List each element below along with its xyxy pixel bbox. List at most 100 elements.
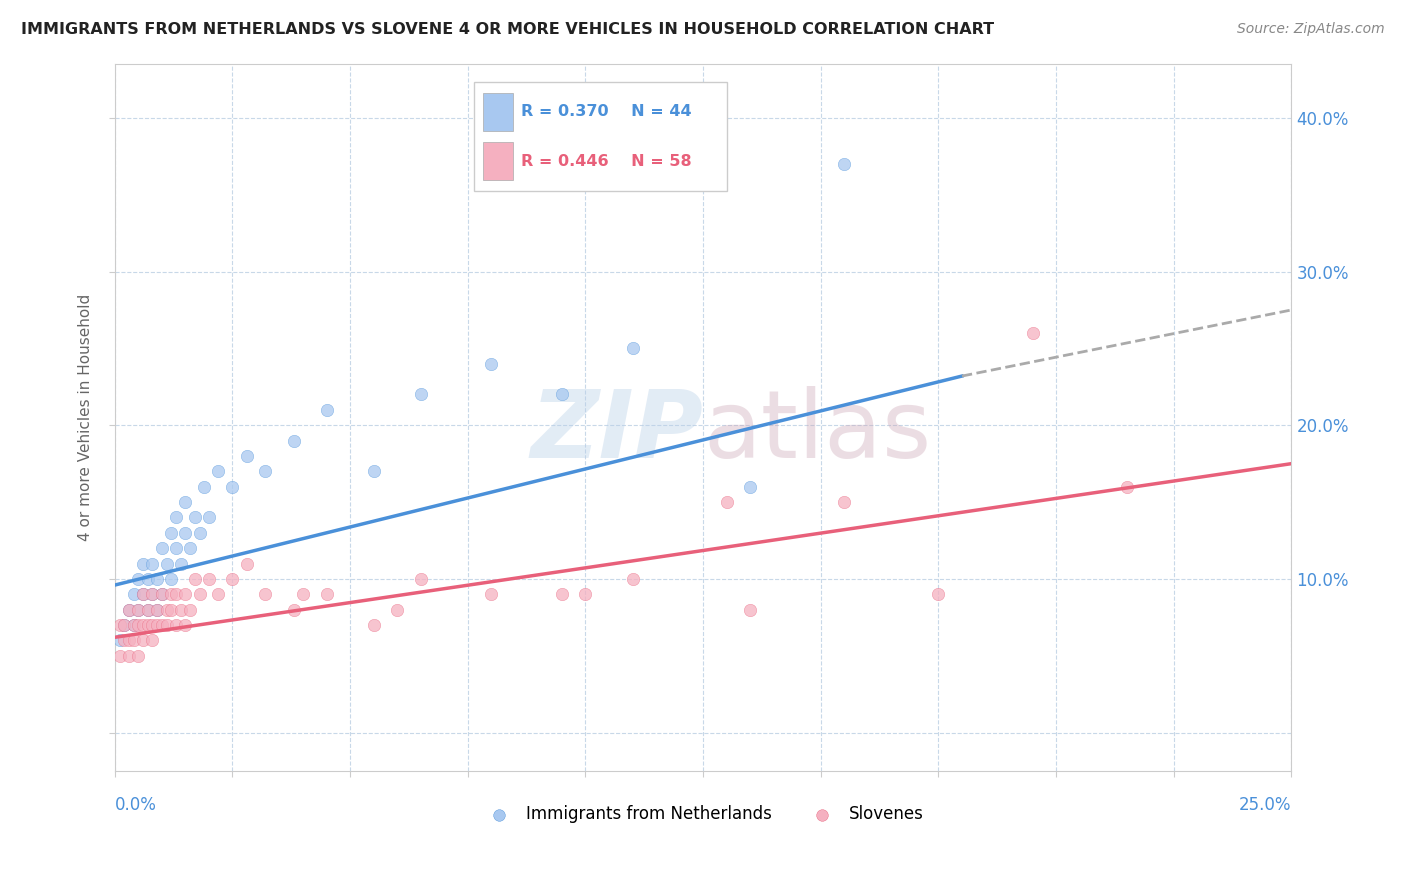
Point <box>150 541 173 556</box>
Point <box>174 587 197 601</box>
Point <box>146 618 169 632</box>
Point <box>174 495 197 509</box>
Text: R = 0.446    N = 58: R = 0.446 N = 58 <box>520 153 692 169</box>
Text: Source: ZipAtlas.com: Source: ZipAtlas.com <box>1237 22 1385 37</box>
Point <box>221 572 243 586</box>
Text: IMMIGRANTS FROM NETHERLANDS VS SLOVENE 4 OR MORE VEHICLES IN HOUSEHOLD CORRELATI: IMMIGRANTS FROM NETHERLANDS VS SLOVENE 4… <box>21 22 994 37</box>
Point <box>122 618 145 632</box>
Point <box>283 434 305 448</box>
Point <box>108 633 131 648</box>
Point <box>108 618 131 632</box>
Point <box>363 618 385 632</box>
Point <box>146 602 169 616</box>
Point <box>235 557 257 571</box>
Point <box>188 587 211 601</box>
Point <box>112 618 135 632</box>
Point <box>235 449 257 463</box>
Point <box>155 618 177 632</box>
Point <box>127 572 149 586</box>
Point <box>221 480 243 494</box>
Point <box>141 587 163 601</box>
Text: ZIP: ZIP <box>530 385 703 478</box>
Point <box>108 648 131 663</box>
Point <box>254 464 277 478</box>
Point <box>184 572 207 586</box>
Point <box>122 618 145 632</box>
Point <box>315 402 337 417</box>
Text: R = 0.370    N = 44: R = 0.370 N = 44 <box>520 104 692 120</box>
Point <box>165 618 187 632</box>
Text: 0.0%: 0.0% <box>115 796 156 814</box>
Point <box>198 510 221 524</box>
Point <box>150 618 173 632</box>
Point <box>551 387 574 401</box>
Point <box>740 602 762 616</box>
Point <box>174 618 197 632</box>
Legend: Immigrants from Netherlands, Slovenes: Immigrants from Netherlands, Slovenes <box>477 798 931 830</box>
Point <box>160 525 183 540</box>
Point <box>621 342 644 356</box>
Point <box>132 587 155 601</box>
Point <box>409 387 432 401</box>
Point <box>146 602 169 616</box>
Point <box>927 587 949 601</box>
Point <box>136 572 159 586</box>
Point <box>136 602 159 616</box>
Point <box>141 633 163 648</box>
Point <box>283 602 305 616</box>
Point <box>621 572 644 586</box>
Point <box>1115 480 1137 494</box>
Point <box>174 525 197 540</box>
Point <box>179 602 201 616</box>
Point <box>160 572 183 586</box>
Point <box>363 464 385 478</box>
Point <box>118 602 141 616</box>
Point <box>292 587 315 601</box>
Point <box>146 572 169 586</box>
Point <box>193 480 215 494</box>
Point <box>834 157 856 171</box>
Point <box>150 587 173 601</box>
Point <box>716 495 738 509</box>
Point <box>127 648 149 663</box>
Point <box>165 587 187 601</box>
Point <box>127 602 149 616</box>
Point <box>112 618 135 632</box>
Point <box>132 587 155 601</box>
Point <box>1021 326 1043 340</box>
Point <box>165 541 187 556</box>
Bar <box>484 142 513 180</box>
Point <box>254 587 277 601</box>
Point <box>122 587 145 601</box>
Point <box>136 602 159 616</box>
Point <box>479 587 502 601</box>
Point <box>170 557 193 571</box>
Point <box>127 618 149 632</box>
Point <box>141 618 163 632</box>
Point <box>834 495 856 509</box>
Point <box>170 602 193 616</box>
Point <box>127 602 149 616</box>
Point <box>198 572 221 586</box>
Point <box>740 480 762 494</box>
Point <box>479 357 502 371</box>
FancyBboxPatch shape <box>474 82 727 191</box>
Point <box>409 572 432 586</box>
Point <box>136 618 159 632</box>
Point <box>160 602 183 616</box>
Bar <box>484 93 513 131</box>
Point <box>118 648 141 663</box>
Point <box>150 587 173 601</box>
Point <box>132 557 155 571</box>
Point <box>141 587 163 601</box>
Point <box>184 510 207 524</box>
Point <box>112 633 135 648</box>
Point <box>179 541 201 556</box>
Point <box>207 464 229 478</box>
Point <box>315 587 337 601</box>
Text: atlas: atlas <box>703 385 931 478</box>
Point <box>155 602 177 616</box>
Point <box>188 525 211 540</box>
Y-axis label: 4 or more Vehicles in Household: 4 or more Vehicles in Household <box>79 294 93 541</box>
Point <box>132 633 155 648</box>
